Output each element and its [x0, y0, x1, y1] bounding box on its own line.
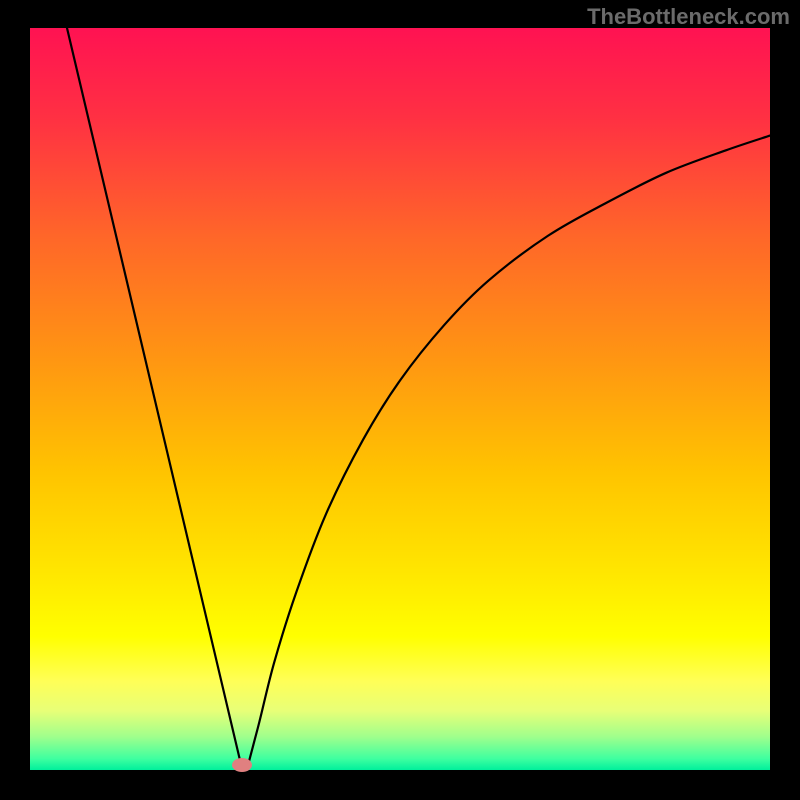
minimum-marker	[232, 758, 252, 772]
curve-svg	[30, 28, 770, 770]
plot-area	[30, 28, 770, 770]
watermark-text: TheBottleneck.com	[587, 4, 790, 30]
curve-right-branch	[248, 136, 770, 764]
curve-left-branch	[67, 28, 241, 764]
